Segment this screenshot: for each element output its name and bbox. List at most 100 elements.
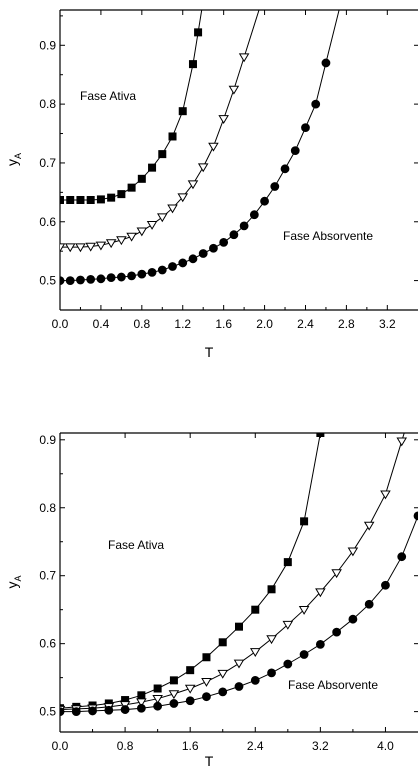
- data-point-circle: [219, 237, 229, 247]
- data-point-square: [218, 638, 227, 647]
- data-point-square: [148, 163, 157, 172]
- series-square: [60, 433, 325, 713]
- data-point-triangle: [315, 588, 326, 598]
- data-point-triangle: [177, 193, 189, 203]
- data-point-square: [86, 195, 95, 204]
- data-point-circle: [157, 265, 167, 275]
- data-point-triangle: [380, 490, 391, 500]
- x-tick-label: 4.0: [377, 739, 394, 753]
- data-point-square: [234, 622, 243, 631]
- x-tick-label: 0.0: [52, 317, 69, 331]
- data-point-triangle: [116, 236, 127, 246]
- data-point-square: [60, 195, 65, 204]
- data-point-triangle: [85, 242, 96, 252]
- data-point-triangle: [146, 221, 158, 230]
- data-point-square: [194, 28, 203, 37]
- y-tick-label: 0.6: [39, 637, 56, 651]
- y-axis-title-subscript: A: [13, 153, 23, 159]
- data-point-circle: [76, 275, 85, 285]
- series-line: [60, 433, 321, 709]
- x-tick-label: 1.6: [182, 739, 199, 753]
- data-point-circle: [168, 262, 177, 271]
- data-point-circle: [267, 668, 276, 678]
- data-point-circle: [249, 210, 259, 220]
- x-tick-label: 1.6: [215, 317, 232, 331]
- data-point-circle: [315, 639, 325, 649]
- data-point-triangle: [187, 180, 199, 190]
- y-tick-label: 0.8: [39, 501, 56, 515]
- data-point-triangle: [157, 213, 168, 223]
- y-tick-label: 0.7: [39, 156, 56, 170]
- x-tick-label: 2.0: [256, 317, 273, 331]
- data-point-triangle: [136, 227, 148, 237]
- data-point-circle: [120, 705, 130, 714]
- data-point-circle: [413, 511, 418, 521]
- data-point-circle: [397, 552, 407, 562]
- data-point-circle: [198, 249, 208, 258]
- data-point-triangle: [282, 620, 294, 630]
- data-point-circle: [218, 687, 228, 697]
- data-point-square: [169, 676, 178, 685]
- x-axis-title: T: [205, 344, 214, 360]
- data-point-triangle: [298, 605, 310, 615]
- data-point-square: [300, 517, 309, 526]
- data-point-triangle: [331, 569, 342, 579]
- data-point-circle: [71, 707, 81, 717]
- y-axis-title: yA: [4, 575, 23, 588]
- data-point-triangle: [396, 437, 408, 447]
- data-point-triangle: [233, 659, 245, 669]
- x-axis-title: T: [205, 753, 214, 769]
- data-point-circle: [60, 707, 65, 717]
- annotation-fase-ativa: Fase Ativa: [108, 538, 164, 552]
- data-point-triangle: [347, 547, 359, 557]
- series-triangle-down: [60, 10, 260, 253]
- data-point-circle: [65, 276, 75, 285]
- series-line: [60, 10, 340, 282]
- data-point-square: [251, 605, 260, 614]
- data-point-square: [137, 174, 146, 183]
- data-point-square: [178, 107, 187, 116]
- data-point-circle: [127, 271, 137, 281]
- y-tick-label: 0.7: [39, 569, 56, 583]
- data-point-triangle: [167, 204, 178, 214]
- data-point-circle: [299, 650, 309, 659]
- y-tick-label: 0.5: [39, 274, 56, 288]
- data-point-triangle: [197, 163, 209, 173]
- data-point-circle: [104, 705, 114, 715]
- data-point-square: [202, 653, 211, 662]
- data-point-triangle: [126, 232, 137, 242]
- x-tick-label: 0.8: [117, 739, 134, 753]
- data-point-square: [76, 195, 85, 204]
- data-point-circle: [364, 599, 374, 609]
- data-point-circle: [147, 267, 157, 277]
- data-point-triangle: [60, 243, 66, 253]
- y-axis-title-subscript: A: [13, 575, 23, 581]
- data-point-circle: [60, 276, 65, 285]
- series-circle: [60, 511, 418, 717]
- data-point-circle: [234, 682, 244, 691]
- chart-bottom-panel: 0.0 0.8 1.6 2.4 3.2 4.0 0.5 0.6 0.7 0.8 0.9 TyA Fase…: [4, 432, 418, 769]
- data-point-circle: [178, 258, 188, 268]
- data-point-triangle: [152, 695, 163, 704]
- series-line: [60, 433, 405, 711]
- data-point-circle: [301, 123, 310, 133]
- data-point-square: [158, 150, 167, 159]
- data-point-circle: [136, 703, 146, 713]
- data-point-circle: [260, 196, 269, 206]
- data-point-circle: [116, 272, 126, 282]
- series-line: [60, 514, 418, 713]
- series-square: [60, 10, 203, 204]
- data-point-circle: [381, 580, 390, 590]
- data-point-circle: [153, 701, 163, 711]
- data-point-circle: [185, 696, 195, 706]
- y-tick-label: 0.8: [39, 97, 56, 111]
- data-point-square: [267, 585, 276, 594]
- x-tick-label: 2.4: [297, 317, 314, 331]
- data-point-circle: [348, 614, 358, 624]
- data-point-square: [186, 666, 195, 675]
- data-point-circle: [96, 274, 106, 284]
- y-tick-label: 0.6: [39, 215, 56, 229]
- data-point-circle: [188, 254, 198, 264]
- data-point-circle: [137, 269, 147, 279]
